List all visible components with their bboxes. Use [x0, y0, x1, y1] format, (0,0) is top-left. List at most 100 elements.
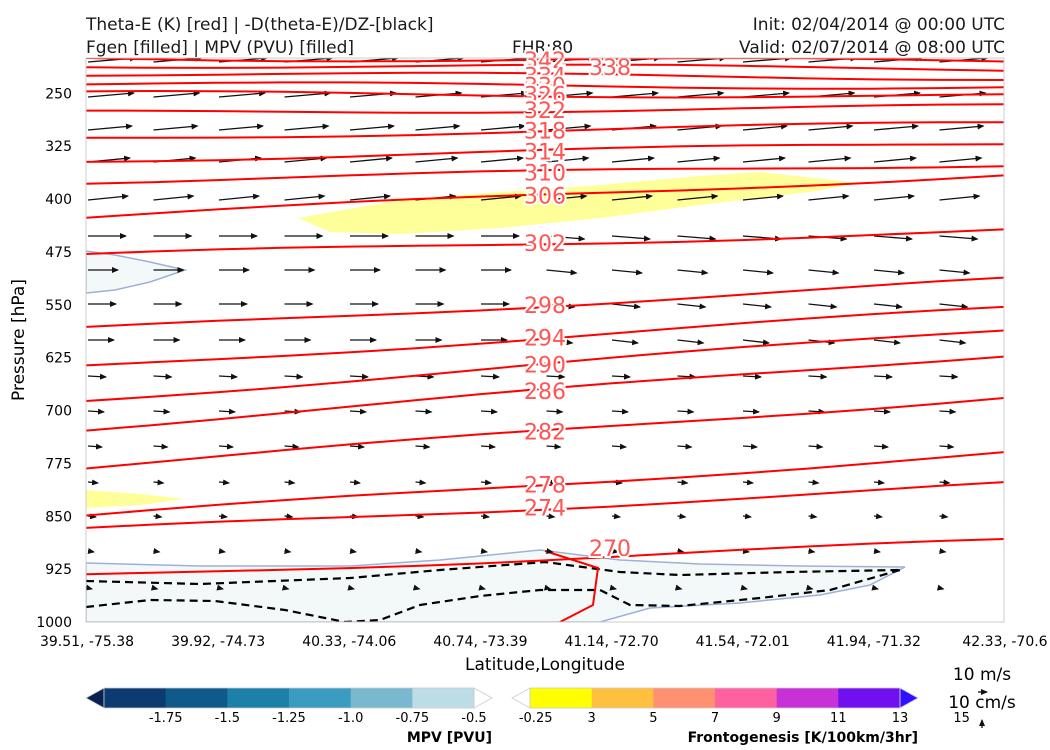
wind-vector: [349, 373, 369, 380]
wind-vector: [480, 155, 524, 163]
wind-vector: [87, 443, 103, 450]
wind-vector: [480, 479, 492, 486]
wind-vector: [153, 90, 201, 98]
wind-vector: [677, 235, 717, 242]
colorbar-tick-label: 3: [588, 711, 596, 726]
colorbar-swatch: [289, 688, 352, 708]
wind-vector: [611, 193, 653, 201]
theta-e-contour: [86, 305, 1004, 367]
mpv-colorbar-title: MPV [PVU]: [407, 730, 492, 746]
wind-vector: [284, 548, 292, 554]
colorbar-extend-left: [85, 687, 105, 709]
x-axis: 39.51, -75.38 39.92, -74.73 40.33, -74.06 4…: [40, 634, 1048, 650]
wind-vector: [546, 373, 566, 380]
wind-vector: [939, 548, 947, 554]
mpv-fill-left: [86, 250, 188, 294]
wind-vector: [873, 408, 891, 415]
colorbar-swatch: [104, 688, 167, 708]
theta-e-contour: [86, 451, 1004, 517]
wind-vector: [611, 269, 643, 276]
wind-vector: [939, 339, 967, 346]
forecast-hour: FHR:80: [512, 38, 574, 58]
wind-vector: [677, 513, 687, 520]
theta-e-contour: [86, 121, 1004, 139]
wind-vector: [742, 443, 758, 450]
wind-vector: [939, 479, 951, 486]
wind-vector: [611, 303, 641, 310]
fgen-fill-upper: [298, 172, 860, 234]
x-tick-label: 42.33, -70.6: [962, 634, 1047, 650]
wind-vector: [480, 373, 500, 380]
x-tick-label: 41.14, -72.70: [565, 634, 659, 650]
colorbar-tick-label: -0.5: [461, 711, 486, 726]
wind-vector: [349, 548, 357, 554]
wind-vector: [740, 584, 748, 591]
wind-vector: [873, 193, 915, 201]
wind-vector: [546, 443, 562, 450]
wind-vector: [480, 408, 498, 415]
wind-vector: [546, 548, 554, 554]
y-tick-label: 925: [45, 562, 72, 578]
wind-vector: [284, 373, 304, 380]
wind-vector: [478, 584, 486, 591]
wind-vector: [218, 548, 226, 554]
wind-vector: [415, 123, 461, 131]
colorbar-swatch: [838, 688, 901, 708]
wind-vector: [873, 373, 893, 380]
wind-vector: [546, 513, 556, 520]
theta-e-contour: [86, 481, 1004, 529]
x-tick-label: 41.54, -72.01: [696, 634, 790, 650]
colorbar-swatch: [227, 688, 290, 708]
wind-vector: [936, 584, 945, 591]
theta-e-contour-label: 286: [524, 380, 566, 405]
valid-time: Valid: 02/07/2014 @ 08:00 UTC: [739, 38, 1005, 58]
theta-e-contour: [86, 71, 1004, 81]
wind-vector: [808, 373, 828, 380]
colorbar-tick-label: 5: [649, 711, 657, 726]
wind-vector: [609, 584, 617, 591]
y-tick-label: 850: [45, 509, 72, 525]
y-tick-label: 550: [45, 298, 72, 314]
colorbar-tick-label: -1.25: [272, 711, 306, 726]
wind-vector: [546, 235, 586, 242]
wind-vector: [415, 443, 431, 450]
wind-vector: [546, 193, 588, 201]
wind-vector: [153, 548, 161, 554]
wind-vector: [153, 408, 171, 415]
wind-vector: [415, 548, 423, 554]
colorbar-extend-left: [511, 687, 531, 709]
wind-vector: [218, 90, 266, 98]
theta-e-contour-label: 274: [524, 496, 566, 521]
colorbar-tick-label: 13: [892, 711, 909, 726]
wind-vector: [742, 408, 760, 415]
y-tick-label: 1000: [36, 615, 72, 631]
theta-e-contour: [86, 228, 1004, 255]
theta-e-contour-label: 306: [524, 184, 566, 209]
wind-vector: [939, 193, 981, 201]
wind-vector: [939, 373, 959, 380]
wind-vector: [87, 373, 107, 380]
wind-vector: [546, 155, 590, 163]
x-tick-label: 41.94, -71.32: [827, 634, 921, 650]
wind-vector: [546, 479, 558, 486]
wind-vector: [611, 443, 627, 450]
wind-vector: [153, 479, 165, 486]
theta-e-contour: [86, 355, 1004, 432]
wind-vector: [742, 339, 770, 346]
wind-vector: [873, 513, 883, 520]
theta-e-contour-label: 318: [524, 120, 566, 145]
wind-vector: [543, 584, 552, 591]
wind-vector: [284, 513, 294, 520]
colorbar-swatch: [530, 688, 593, 708]
y-tick-label: 775: [45, 456, 72, 472]
theta-e-contour: [86, 397, 1004, 470]
wind-vector: [415, 513, 425, 520]
theta-e-contour-label: 302: [524, 232, 566, 257]
wind-vector: [349, 193, 391, 201]
wind-vector: [480, 193, 522, 201]
colorbar-frame: [529, 687, 901, 709]
plot-frame: [85, 57, 1005, 623]
wind-vector: [218, 123, 264, 131]
theta-e-contour: [86, 58, 1004, 63]
wind-vector: [677, 443, 693, 450]
